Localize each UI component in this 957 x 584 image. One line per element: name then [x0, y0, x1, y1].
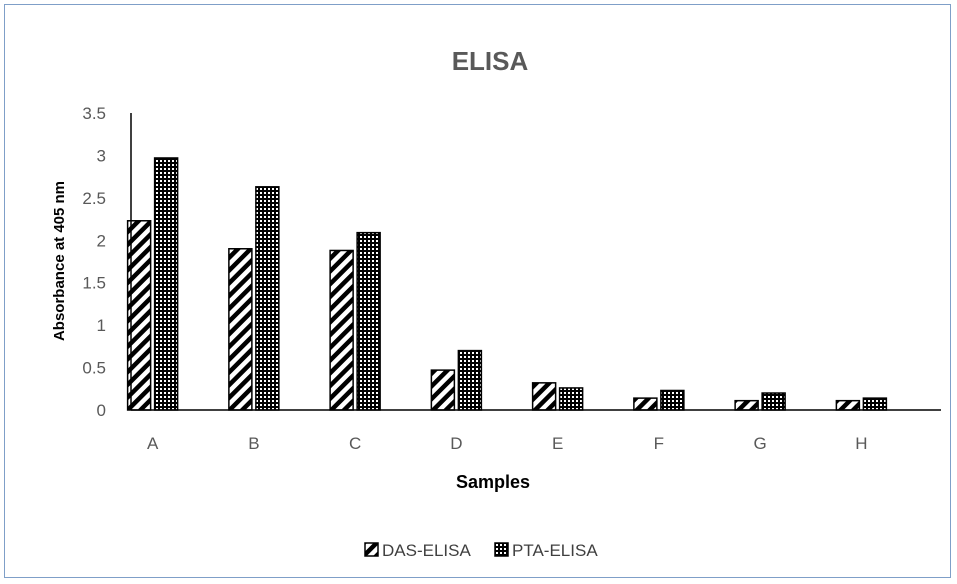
- y-tick-label: 1: [97, 316, 106, 335]
- legend: DAS-ELISA PTA-ELISA: [364, 541, 598, 560]
- y-tick-label: 3.5: [82, 104, 106, 123]
- x-tick-label: H: [855, 434, 867, 453]
- bar-pta-elisa-c: [356, 231, 381, 411]
- y-axis-title: Absorbance at 405 nm: [51, 181, 68, 341]
- bar-pta-elisa-a: [153, 157, 179, 411]
- legend-label-pta-elisa: PTA-ELISA: [512, 541, 598, 560]
- x-tick-label: D: [450, 434, 462, 453]
- x-axis-title: Samples: [456, 472, 530, 492]
- x-tick-labels: A B C D E F G H: [147, 434, 868, 453]
- bar-das-elisa-b: [228, 248, 253, 411]
- legend-swatch-das-elisa: [364, 542, 379, 557]
- bars: [126, 157, 888, 411]
- bar-pta-elisa-d: [457, 349, 483, 411]
- y-tick-labels: 0 0.5 1 1.5 2 2.5 3 3.5: [82, 104, 106, 420]
- chart-title: ELISA: [452, 46, 529, 76]
- bar-pta-elisa-g: [761, 392, 786, 411]
- y-tick-label: 1.5: [82, 274, 106, 293]
- bar-pta-elisa-f: [660, 389, 685, 411]
- bar-das-elisa-c: [329, 249, 354, 411]
- legend-label-das-elisa: DAS-ELISA: [382, 541, 471, 560]
- bar-das-elisa-d: [430, 369, 456, 411]
- bar-das-elisa-f: [633, 397, 658, 411]
- y-tick-label: 2: [97, 231, 106, 250]
- bar-das-elisa-e: [531, 382, 557, 411]
- bar-pta-elisa-b: [255, 186, 280, 411]
- x-tick-label: E: [552, 434, 563, 453]
- x-tick-label: C: [349, 434, 361, 453]
- x-tick-label: A: [147, 434, 159, 453]
- y-tick-label: 2.5: [82, 189, 106, 208]
- bar-das-elisa-h: [835, 399, 861, 411]
- x-tick-label: G: [754, 434, 767, 453]
- y-tick-label: 0: [97, 401, 106, 420]
- legend-swatch-pta-elisa: [494, 542, 509, 557]
- bar-das-elisa-g: [734, 399, 759, 411]
- bar-pta-elisa-h: [862, 397, 888, 411]
- bar-pta-elisa-e: [558, 387, 584, 411]
- y-tick-label: 3: [97, 146, 106, 165]
- y-tick-label: 0.5: [82, 359, 106, 378]
- x-tick-label: F: [654, 434, 664, 453]
- x-tick-label: B: [248, 434, 259, 453]
